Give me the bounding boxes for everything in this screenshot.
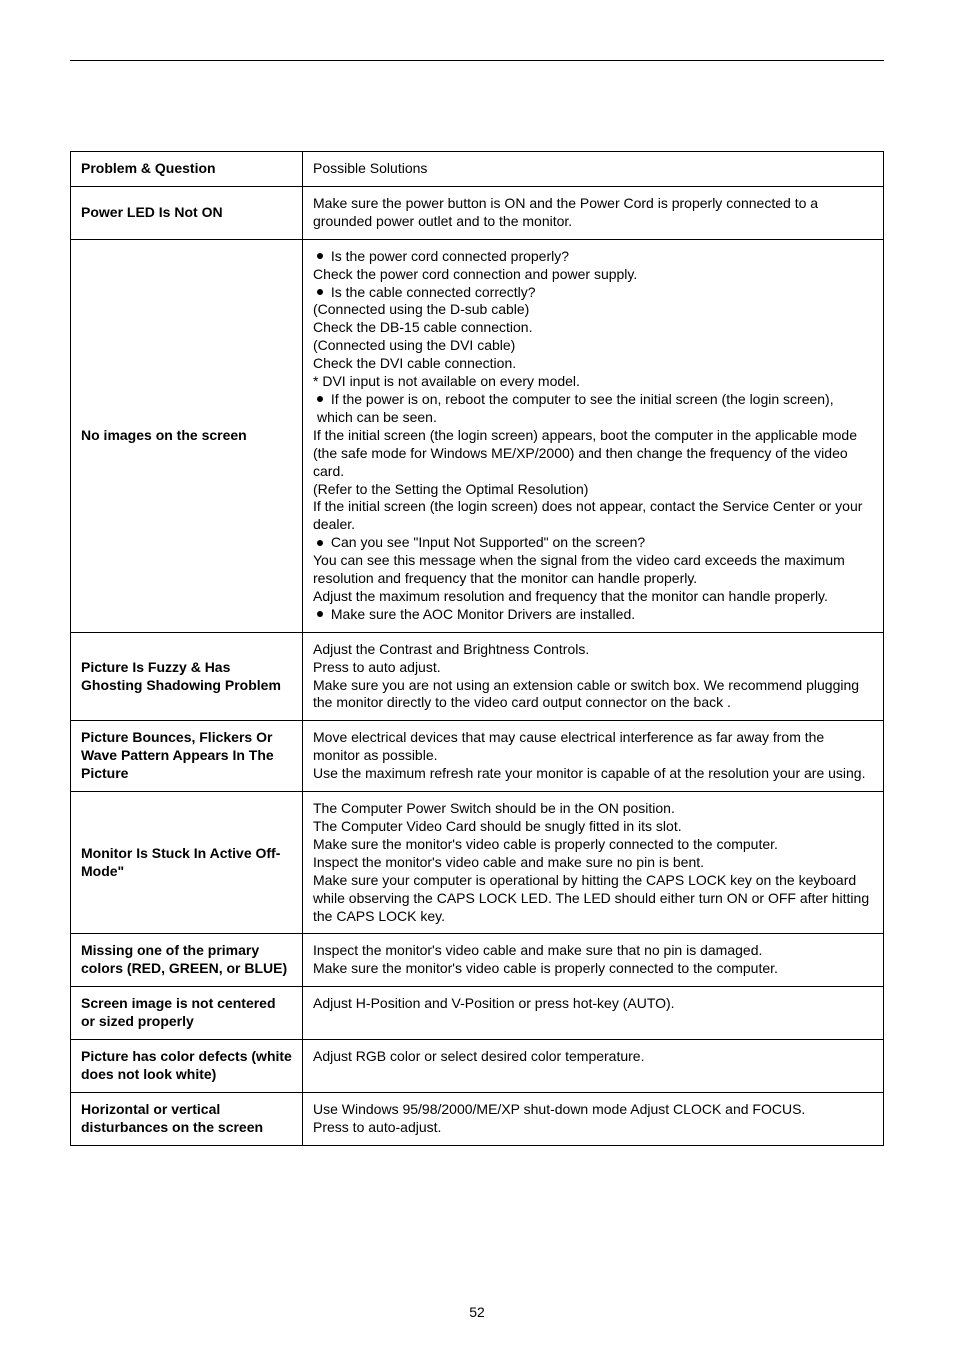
solution-line: Use the maximum refresh rate your monito…: [313, 765, 873, 783]
solution-line: Inspect the monitor's video cable and ma…: [313, 854, 873, 872]
problem-cell: Picture Bounces, Flickers Or Wave Patter…: [71, 721, 303, 792]
header-solution: Possible Solutions: [303, 152, 884, 187]
solution-line: You can see this message when the signal…: [313, 552, 873, 588]
solution-line: Adjust the maximum resolution and freque…: [313, 588, 873, 606]
solution-line: Move electrical devices that may cause e…: [313, 729, 873, 765]
bullet-icon: [317, 289, 323, 295]
table-row: Missing one of the primary colors (RED, …: [71, 934, 884, 987]
solution-line: * DVI input is not available on every mo…: [313, 373, 873, 391]
table-header-row: Problem & Question Possible Solutions: [71, 152, 884, 187]
solution-line: Check the DB-15 cable connection.: [313, 319, 873, 337]
solution-line: Adjust the Contrast and Brightness Contr…: [313, 641, 873, 659]
solution-line: Is the cable connected correctly?: [313, 284, 873, 302]
solution-line: If the initial screen (the login screen)…: [313, 427, 873, 481]
solution-line: Check the power cord connection and powe…: [313, 266, 873, 284]
solution-cell: Use Windows 95/98/2000/ME/XP shut-down m…: [303, 1092, 884, 1145]
header-problem: Problem & Question: [71, 152, 303, 187]
table-body: Problem & Question Possible Solutions Po…: [71, 152, 884, 1146]
solution-line: Press to auto-adjust.: [313, 1119, 873, 1137]
bullet-icon: [317, 611, 323, 617]
solution-line: Can you see "Input Not Supported" on the…: [313, 534, 873, 552]
solution-text: Is the cable connected correctly?: [327, 284, 536, 300]
problem-cell: Missing one of the primary colors (RED, …: [71, 934, 303, 987]
solution-line: (Connected using the D-sub cable): [313, 301, 873, 319]
solution-line: Inspect the monitor's video cable and ma…: [313, 942, 873, 960]
problem-cell: Picture has color defects (white does no…: [71, 1040, 303, 1093]
problem-cell: Picture Is Fuzzy & Has Ghosting Shadowin…: [71, 632, 303, 721]
table-row: Monitor Is Stuck In Active Off-Mode" The …: [71, 792, 884, 934]
problem-cell: Screen image is not centered or sized pr…: [71, 987, 303, 1040]
solution-cell: Adjust H-Position and V-Position or pres…: [303, 987, 884, 1040]
solution-line: Press to auto adjust.: [313, 659, 873, 677]
table-row: No images on the screen Is the power cor…: [71, 239, 884, 632]
top-rule: [70, 60, 884, 61]
solution-cell: Adjust the Contrast and Brightness Contr…: [303, 632, 884, 721]
bullet-icon: [317, 540, 323, 546]
solution-line: Make sure the monitor's video cable is p…: [313, 960, 873, 978]
solution-cell: Is the power cord connected properly? Che…: [303, 239, 884, 632]
solution-line: Check the DVI cable connection.: [313, 355, 873, 373]
solution-line: Is the power cord connected properly?: [313, 248, 873, 266]
solution-cell: Adjust RGB color or select desired color…: [303, 1040, 884, 1093]
solution-cell: Make sure the power button is ON and the…: [303, 186, 884, 239]
troubleshooting-table: Problem & Question Possible Solutions Po…: [70, 151, 884, 1146]
solution-line: Adjust H-Position and V-Position or pres…: [313, 995, 873, 1013]
solution-line: Make sure the monitor's video cable is p…: [313, 836, 873, 854]
solution-text: Make sure the AOC Monitor Drivers are in…: [327, 606, 635, 622]
solution-line: Make sure your computer is operational b…: [313, 872, 873, 926]
solution-line: (Refer to the Setting the Optimal Resolu…: [313, 481, 873, 499]
table-row: Screen image is not centered or sized pr…: [71, 987, 884, 1040]
table-row: Picture Bounces, Flickers Or Wave Patter…: [71, 721, 884, 792]
solution-cell: Inspect the monitor's video cable and ma…: [303, 934, 884, 987]
problem-cell: No images on the screen: [71, 239, 303, 632]
solution-line: Make sure the AOC Monitor Drivers are in…: [313, 606, 873, 624]
problem-cell: Horizontal or vertical disturbances on t…: [71, 1092, 303, 1145]
solution-line: If the power is on, reboot the computer …: [313, 391, 873, 427]
solution-cell: Move electrical devices that may cause e…: [303, 721, 884, 792]
bullet-icon: [317, 396, 323, 402]
solution-text: Can you see "Input Not Supported" on the…: [327, 534, 645, 550]
solution-text: If the power is on, reboot the computer …: [317, 391, 834, 425]
solution-line: Make sure the power button is ON and the…: [313, 195, 873, 231]
page-number: 52: [0, 1304, 954, 1320]
page: Problem & Question Possible Solutions Po…: [0, 0, 954, 1350]
solution-line: If the initial screen (the login screen)…: [313, 498, 873, 534]
solution-line: Use Windows 95/98/2000/ME/XP shut-down m…: [313, 1101, 873, 1119]
solution-line: The Computer Video Card should be snugly…: [313, 818, 873, 836]
solution-text: Is the power cord connected properly?: [327, 248, 569, 264]
solution-line: Adjust RGB color or select desired color…: [313, 1048, 873, 1066]
solution-line: (Connected using the DVI cable): [313, 337, 873, 355]
solution-line: The Computer Power Switch should be in t…: [313, 800, 873, 818]
solution-line: Make sure you are not using an extension…: [313, 677, 873, 713]
solution-cell: The Computer Power Switch should be in t…: [303, 792, 884, 934]
table-row: Picture has color defects (white does no…: [71, 1040, 884, 1093]
problem-cell: Monitor Is Stuck In Active Off-Mode": [71, 792, 303, 934]
table-row: Picture Is Fuzzy & Has Ghosting Shadowin…: [71, 632, 884, 721]
problem-cell: Power LED Is Not ON: [71, 186, 303, 239]
bullet-icon: [317, 253, 323, 259]
table-row: Power LED Is Not ON Make sure the power b…: [71, 186, 884, 239]
table-row: Horizontal or vertical disturbances on t…: [71, 1092, 884, 1145]
